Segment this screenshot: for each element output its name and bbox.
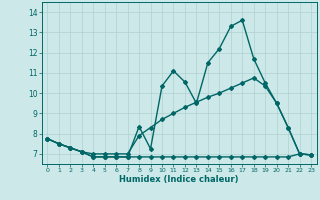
X-axis label: Humidex (Indice chaleur): Humidex (Indice chaleur)	[119, 175, 239, 184]
